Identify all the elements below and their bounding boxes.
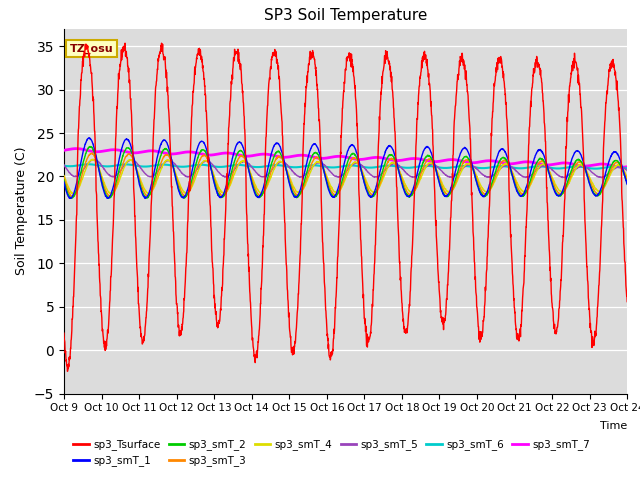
Y-axis label: Soil Temperature (C): Soil Temperature (C)	[15, 147, 28, 276]
Text: TZ_osu: TZ_osu	[70, 43, 113, 54]
Text: Time: Time	[600, 421, 627, 431]
Legend: sp3_Tsurface, sp3_smT_1, sp3_smT_2, sp3_smT_3, sp3_smT_4, sp3_smT_5, sp3_smT_6, : sp3_Tsurface, sp3_smT_1, sp3_smT_2, sp3_…	[69, 435, 594, 471]
Title: SP3 Soil Temperature: SP3 Soil Temperature	[264, 9, 428, 24]
